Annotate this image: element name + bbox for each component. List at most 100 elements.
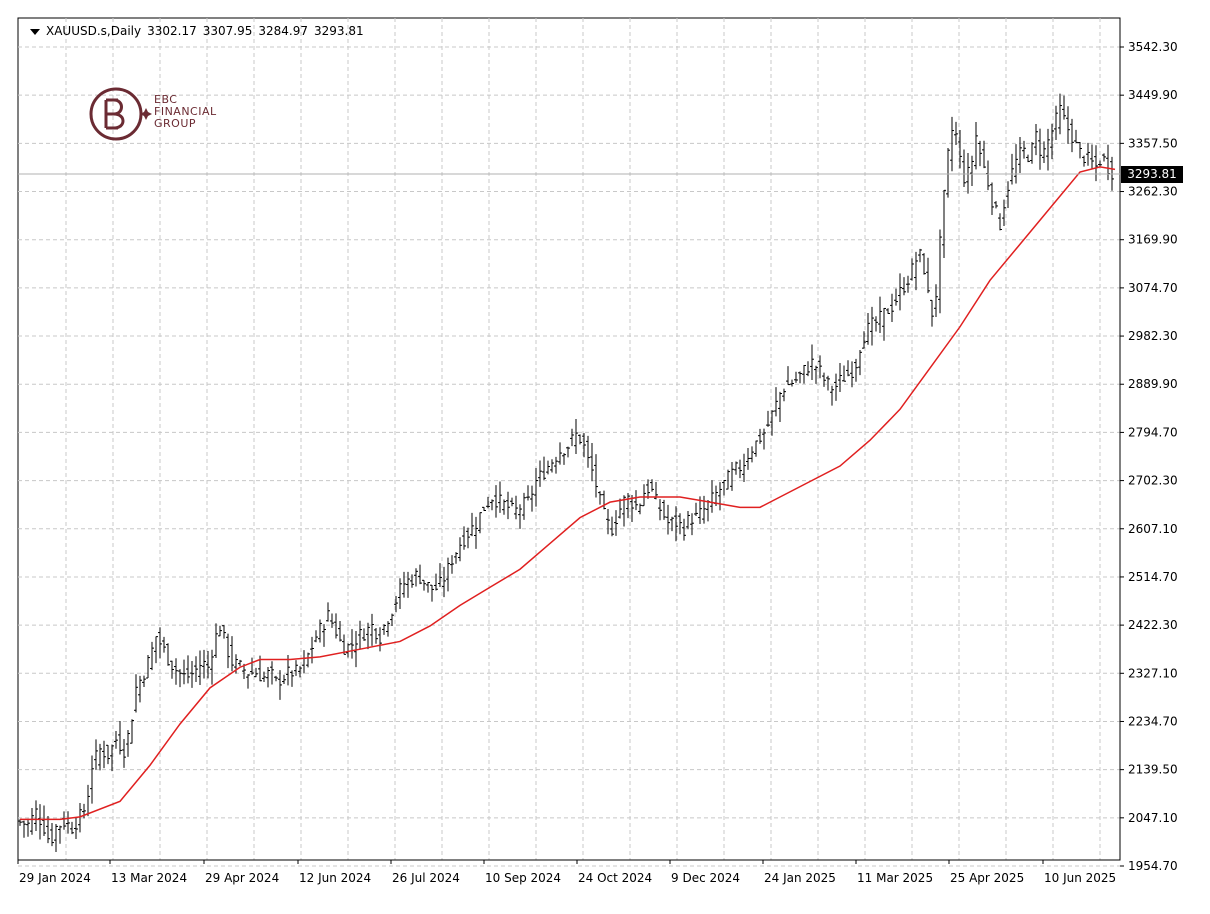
ohlc-bar [870, 306, 874, 346]
ohlc-bar [694, 502, 698, 517]
moving-average-line [20, 166, 1116, 821]
y-tick-label: 2422.30 [1128, 618, 1178, 632]
ohlc-bar [270, 661, 274, 685]
ohlc-bar [290, 670, 294, 687]
y-axis: 3542.30 3449.90 3357.50 3262.30 3169.90 3074.… [1119, 18, 1178, 873]
x-tick-label: 25 Apr 2025 [950, 871, 1024, 885]
ohlc-bar [934, 284, 938, 317]
ohlc-bar [1030, 142, 1034, 164]
ohlc-bar [478, 512, 482, 534]
ohlc-bar [122, 739, 126, 768]
x-tick-label: 29 Apr 2024 [205, 871, 279, 885]
ohlc-bar [462, 526, 466, 550]
ohlc-bar [966, 152, 970, 194]
y-tick-label: 3542.30 [1128, 40, 1178, 54]
ohlc-bar [126, 729, 130, 757]
ohlc-bar [538, 460, 542, 487]
ohlc-bar [610, 516, 614, 537]
ohlc-bar [906, 275, 910, 293]
ohlc-bar [726, 469, 730, 490]
ohlc-bar [230, 636, 234, 672]
ohlc-bar [978, 140, 982, 167]
x-tick-label: 26 Jul 2024 [392, 871, 460, 885]
ohlc-bar [674, 506, 678, 542]
ohlc-bar [18, 819, 22, 826]
ohlc-bar [38, 804, 42, 840]
ohlc-bar [90, 755, 94, 804]
ohlc-bar [650, 479, 654, 492]
ohlc-bar [746, 447, 750, 470]
y-tick-label: 3449.90 [1128, 88, 1178, 102]
ohlc-bar [878, 296, 882, 334]
ohlc-bar [514, 495, 518, 520]
ohlc-bar [34, 800, 38, 831]
logo-line-group: GROUP [154, 117, 197, 130]
symbol-name: XAUUSD.s,Daily [46, 24, 142, 38]
x-tick-label: 24 Jan 2025 [764, 871, 836, 885]
ohlc-bar [194, 656, 198, 682]
ohlc-bar [470, 512, 474, 537]
ohlc-bar [730, 461, 734, 491]
ohlc-bar [118, 721, 122, 755]
ohlc-bar [402, 571, 406, 598]
ohlc-bar [1070, 118, 1074, 153]
ohlc-bar [166, 643, 170, 666]
ohlc-bar [902, 277, 906, 296]
ohlc-bar [486, 496, 490, 509]
plot-frame [17, 17, 1121, 861]
ohlc-bar [578, 434, 582, 445]
ohlc-bar [506, 491, 510, 520]
ohlc-bar [74, 817, 78, 840]
ohlc-bar [282, 674, 286, 685]
ohlc-bar [810, 344, 814, 381]
ohlc-bar [1050, 123, 1054, 160]
ohlc-bar [474, 516, 478, 549]
ohlc-bar [354, 630, 358, 668]
ohlc-bar [814, 365, 818, 384]
ohlc-bar [602, 490, 606, 510]
ohlc-bar [886, 308, 890, 314]
ohlc-bars [18, 93, 1114, 853]
ohlc-bar [154, 636, 158, 664]
ohlc-bar [818, 355, 822, 379]
ohlc-bar [458, 537, 462, 562]
ohlc-bar [22, 820, 26, 838]
ohlc-bar [262, 671, 266, 682]
ohlc-bar [1094, 145, 1098, 182]
ohlc-bar [770, 410, 774, 436]
y-tick-label: 2327.10 [1128, 666, 1178, 680]
ohlc-bar [954, 121, 958, 146]
ohlc-bar [666, 504, 670, 535]
symbol-header[interactable]: XAUUSD.s,Daily 3302.17 3307.95 3284.97 3293.… [30, 24, 370, 38]
ohlc-bar [450, 555, 454, 574]
ohlc-bar [566, 446, 570, 458]
ohlc-bar [142, 675, 146, 687]
ohlc-bar [990, 182, 994, 216]
ohlc-bar [594, 454, 598, 498]
ohlc-bar [186, 655, 190, 684]
ohlc-bar [1026, 154, 1030, 163]
ohlc-bar [434, 573, 438, 591]
y-tick-label: 3169.90 [1128, 233, 1178, 247]
ohlc-bar [1102, 153, 1106, 162]
ohlc-bar [994, 201, 998, 209]
ohlc-bar [1086, 142, 1090, 166]
ohlc-bar [146, 655, 150, 679]
ohlc-bar [1034, 124, 1038, 156]
ohlc-bar [174, 658, 178, 685]
ohlc-bar [642, 484, 646, 507]
ohlc-bar [858, 349, 862, 376]
ohlc-bar [614, 510, 618, 536]
dropdown-triangle-icon[interactable] [30, 28, 40, 35]
ohlc-bar [790, 379, 794, 387]
ohlc-bar [1090, 144, 1094, 170]
ohlc-bar [94, 739, 98, 770]
ohlc-bar [1046, 128, 1050, 171]
ohlc-bar [754, 440, 758, 457]
moving-average [20, 166, 1116, 821]
ohlc-bar [1014, 144, 1018, 184]
ohlc-bar [398, 578, 402, 609]
y-tick-label: 2702.30 [1128, 474, 1178, 488]
ohlc-bar [806, 361, 810, 377]
ohlc-bar [738, 459, 742, 479]
